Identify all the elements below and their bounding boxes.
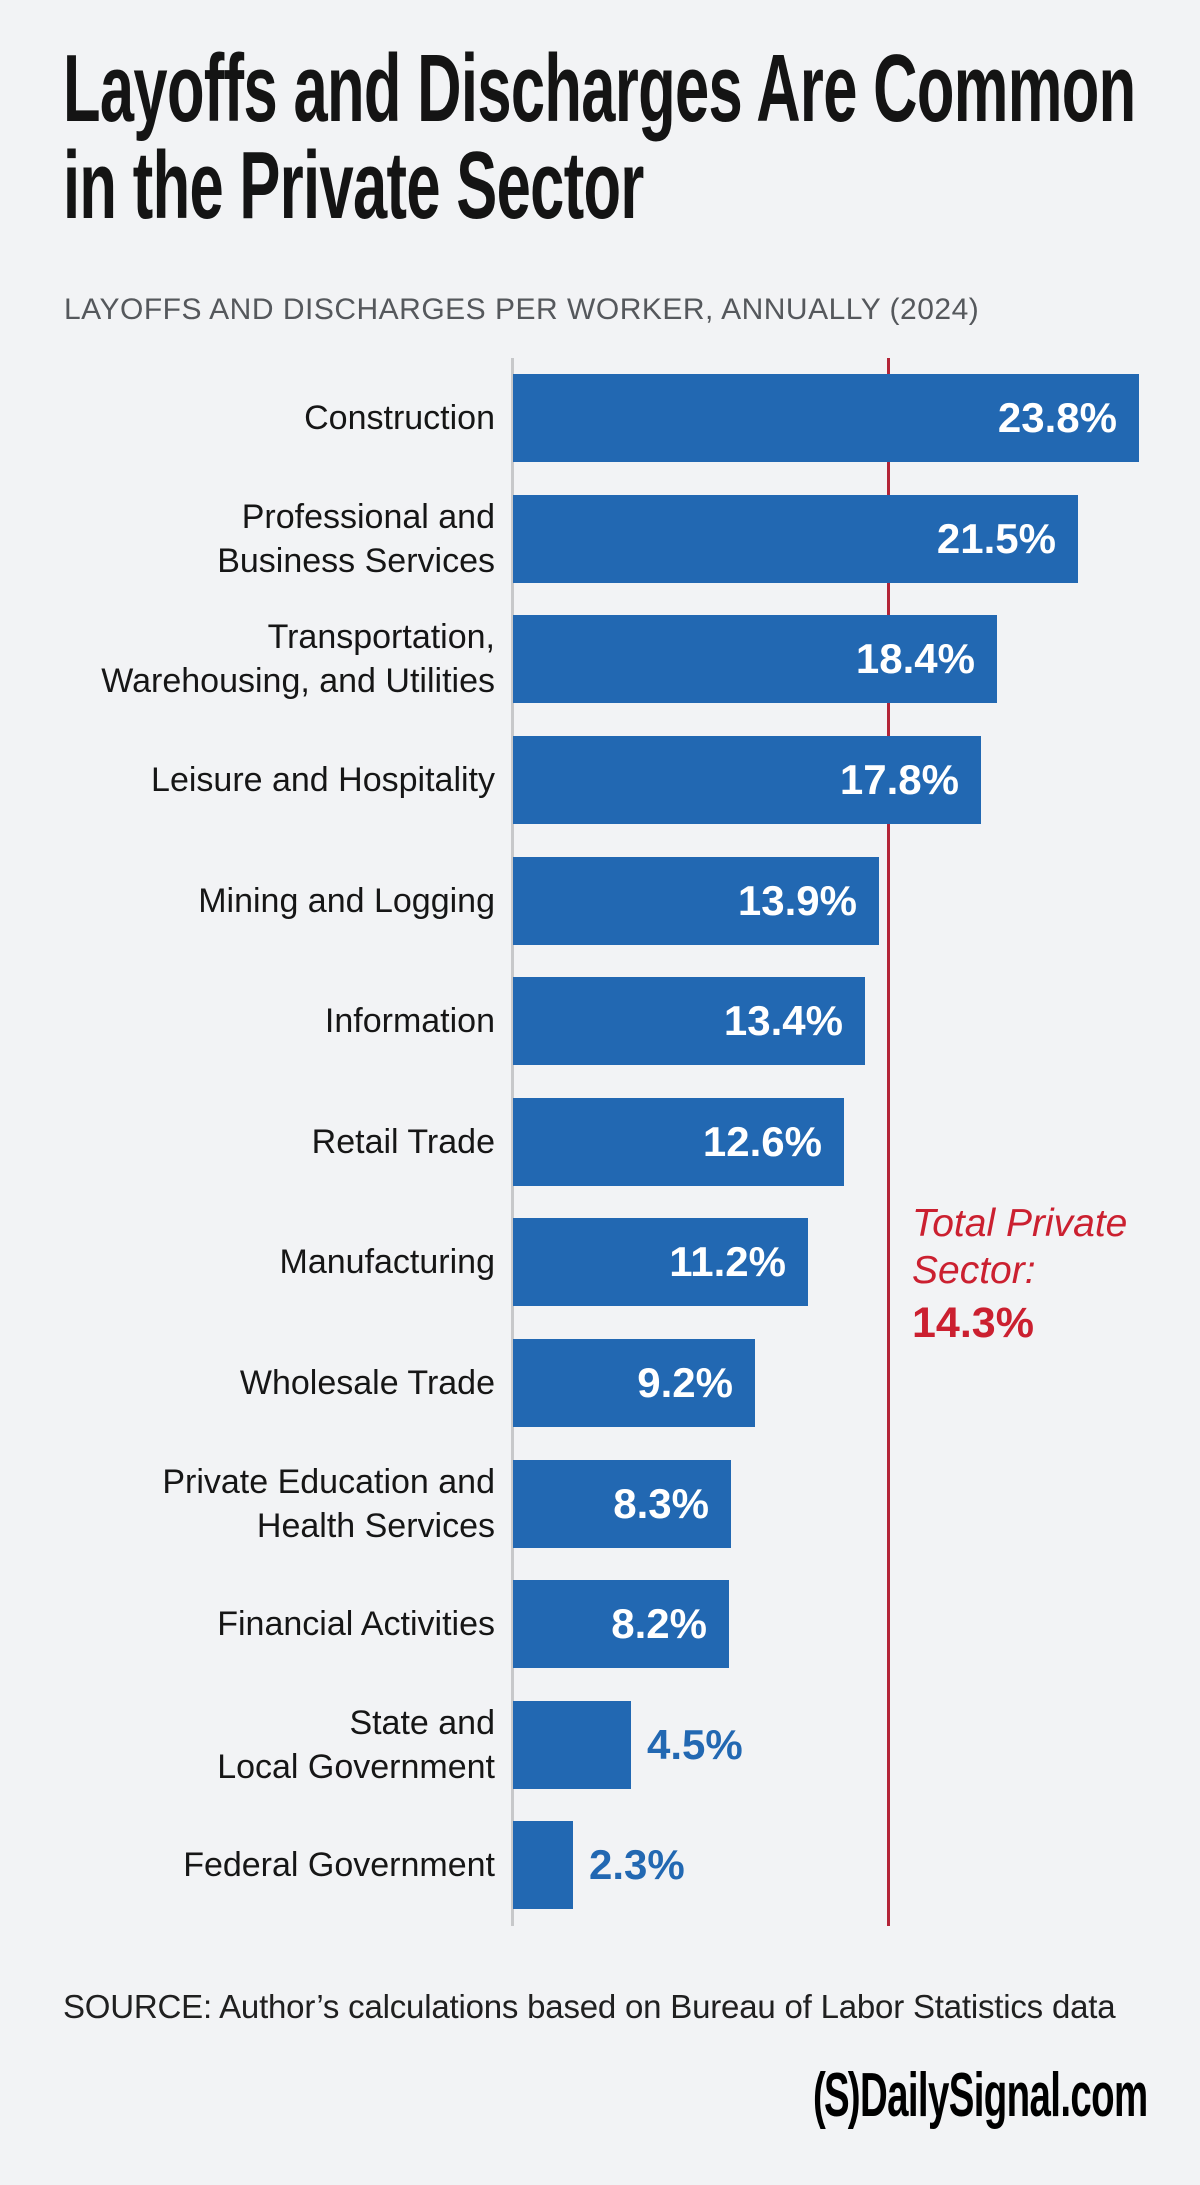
reference-line xyxy=(887,358,890,1926)
bar-value: 13.4% xyxy=(723,997,843,1045)
bar-value: 8.3% xyxy=(613,1479,709,1527)
reference-annotation: Total Private Sector: 14.3% xyxy=(912,1200,1127,1347)
bar: 4.5% xyxy=(513,1700,743,1789)
bar-chart: Construction 23.8% Professional and Busi… xyxy=(0,358,1200,1926)
bar-value: 13.9% xyxy=(737,876,857,924)
reference-annotation-line-2: Sector: xyxy=(912,1249,1036,1292)
bar: 18.4% xyxy=(513,615,997,704)
bar-value: 18.4% xyxy=(855,635,975,683)
bar: 12.6% xyxy=(513,1097,844,1186)
chart-subtitle: LAYOFFS AND DISCHARGES PER WORKER, ANNUA… xyxy=(64,293,980,326)
bar-row: Federal Government 2.3% xyxy=(0,1805,1200,1926)
bar-value: 23.8% xyxy=(997,394,1117,442)
chart-rows: Construction 23.8% Professional and Busi… xyxy=(0,358,1200,1926)
bar-row: Leisure and Hospitality 17.8% xyxy=(0,720,1200,841)
bar: 23.8% xyxy=(513,374,1139,463)
bar-label: Financial Activities xyxy=(217,1605,495,1644)
bar: 13.9% xyxy=(513,856,879,945)
bar-label: Transportation, Warehousing, and Utiliti… xyxy=(101,618,495,701)
bar: 21.5% xyxy=(513,494,1078,583)
bar-label: Leisure and Hospitality xyxy=(151,761,495,800)
bar: 13.4% xyxy=(513,977,865,1066)
bar-label: Professional and Business Services xyxy=(217,497,495,580)
bar-label: Manufacturing xyxy=(279,1243,495,1282)
bar-row: State and Local Government 4.5% xyxy=(0,1685,1200,1806)
bar-label: Information xyxy=(324,1002,495,1041)
page-title-line-2: in the Private Sector xyxy=(63,132,644,239)
bar-value: 4.5% xyxy=(647,1720,743,1768)
bar-value: 8.2% xyxy=(611,1600,707,1648)
bar-value: 11.2% xyxy=(669,1238,786,1286)
bar-label: Wholesale Trade xyxy=(239,1364,495,1403)
bar-row: Information 13.4% xyxy=(0,961,1200,1082)
bar: 8.3% xyxy=(513,1459,731,1548)
bar-value: 9.2% xyxy=(637,1359,733,1407)
bar-row: Private Education and Health Services 8.… xyxy=(0,1443,1200,1564)
bar-label: Retail Trade xyxy=(311,1122,495,1161)
bar-label: Construction xyxy=(304,399,495,438)
bar-row: Wholesale Trade 9.2% xyxy=(0,1323,1200,1444)
bar-value: 17.8% xyxy=(839,756,959,804)
source-note: SOURCE: Author’s calculations based on B… xyxy=(63,1988,1116,2025)
bar-value: 21.5% xyxy=(936,514,1056,562)
page-title-line-1: Layoffs and Discharges Are Common xyxy=(63,35,1136,142)
bar-row: Professional and Business Services 21.5% xyxy=(0,479,1200,600)
bar-label: State and Local Government xyxy=(217,1703,495,1786)
bar: 8.2% xyxy=(513,1580,729,1669)
bar: 9.2% xyxy=(513,1339,755,1428)
bar-row: Construction 23.8% xyxy=(0,358,1200,479)
reference-annotation-value: 14.3% xyxy=(912,1299,1034,1347)
bar-row: Retail Trade 12.6% xyxy=(0,1082,1200,1203)
bar: 17.8% xyxy=(513,736,981,825)
bar-label: Mining and Logging xyxy=(198,881,495,920)
axis-line xyxy=(511,358,514,1926)
bar: 2.3% xyxy=(513,1821,685,1910)
logo-text: DailySignal.com xyxy=(860,2061,1148,2130)
bar-value: 12.6% xyxy=(702,1117,822,1165)
bar-row: Manufacturing 11.2% xyxy=(0,1202,1200,1323)
logo: (S)DailySignal.com xyxy=(813,2060,1148,2131)
bar-value: 2.3% xyxy=(589,1841,685,1889)
reference-annotation-line-1: Total Private xyxy=(912,1202,1128,1245)
bar: 11.2% xyxy=(513,1218,808,1307)
bar-row: Transportation, Warehousing, and Utiliti… xyxy=(0,599,1200,720)
daily-signal-mark-icon: (S) xyxy=(813,2061,861,2130)
bar-row: Financial Activities 8.2% xyxy=(0,1564,1200,1685)
bar-row: Mining and Logging 13.9% xyxy=(0,840,1200,961)
page-title: Layoffs and Discharges Are Common in the… xyxy=(63,40,1136,234)
bar-label: Federal Government xyxy=(183,1846,495,1885)
bar-label: Private Education and Health Services xyxy=(162,1462,495,1545)
